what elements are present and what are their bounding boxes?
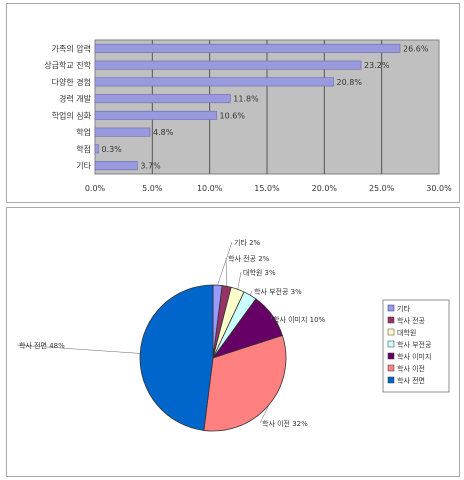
x-tick-label: 30.0% — [426, 184, 452, 193]
bar — [94, 43, 401, 53]
legend-label: 학사 전공 — [397, 316, 426, 325]
leader-line — [259, 404, 270, 424]
slice-label: 학사 이전 32% — [262, 419, 308, 428]
data-label: 0.3% — [101, 145, 122, 154]
y-category-label: 가족의 압력 — [52, 43, 91, 53]
pie-chart-panel: 기타 2% 학사 전공 2% 대학원 3% 학사 부전공 3% 학사 이미지 10% 학사… — [6, 207, 460, 477]
legend-label: 학사 부전공 — [397, 340, 432, 349]
legend-swatch — [387, 340, 395, 348]
y-category-label: 경력 개발 — [59, 94, 92, 104]
slice-label: 학사 부전공 3% — [254, 287, 302, 296]
data-label: 20.8% — [337, 78, 363, 87]
y-category-label: 기타 — [76, 162, 91, 171]
y-category-label: 다양한 경험 — [52, 77, 91, 87]
leader-line — [249, 290, 253, 296]
slice-label: 대학원 3% — [243, 268, 276, 277]
bar-chart-panel: 0.0% 5.0% 10.0% 15.0% 20.0% 25.0% 30.0% 가족의 압력 2… — [6, 3, 460, 203]
pie-chart: 기타 2% 학사 전공 2% 대학원 3% 학사 부전공 3% 학사 이미지 10% 학사… — [16, 238, 450, 432]
data-label: 10.6% — [220, 111, 246, 120]
bar — [94, 94, 231, 104]
y-category-label: 학점 — [76, 144, 91, 154]
bar — [94, 144, 99, 154]
bar — [94, 110, 217, 120]
bar — [94, 77, 334, 87]
y-category-label: 학업 — [76, 127, 91, 137]
legend-label: 대학원 — [397, 328, 416, 337]
x-tick-label: 25.0% — [369, 184, 395, 193]
leader-line — [225, 257, 227, 287]
legend-label: 기타 — [397, 304, 410, 313]
leader-line — [217, 241, 233, 286]
legend-swatch — [387, 328, 395, 336]
x-tick-label: 10.0% — [197, 184, 223, 193]
data-label: 26.6% — [403, 44, 429, 53]
legend-swatch — [387, 364, 395, 372]
x-tick-label: 5.0% — [142, 184, 163, 193]
y-category-label: 상급학교 진학 — [44, 60, 91, 70]
bar — [94, 161, 138, 171]
legend-swatch — [387, 376, 395, 384]
legend-swatch — [387, 304, 395, 312]
legend-swatch — [387, 316, 395, 324]
leader-line — [270, 315, 273, 320]
slice-label: 학사 이미지 10% — [273, 315, 326, 324]
bar — [94, 127, 151, 137]
data-label: 4.8% — [153, 128, 174, 137]
y-category-label: 학업의 심화 — [52, 110, 92, 120]
legend-swatch — [387, 352, 395, 360]
leader-line — [237, 271, 242, 290]
legend-label: 학사 전면 — [397, 376, 425, 385]
data-label: 3.7% — [140, 162, 161, 171]
bar-chart: 0.0% 5.0% 10.0% 15.0% 20.0% 25.0% 30.0% 가족의 압력 2… — [44, 39, 452, 193]
legend-label: 학사 이미지 — [397, 352, 431, 361]
pie-slice — [139, 284, 214, 431]
x-tick-label: 20.0% — [312, 184, 338, 193]
leader-line — [16, 344, 141, 354]
data-label: 23.2% — [364, 61, 390, 70]
slice-label: 기타 2% — [234, 238, 261, 247]
x-tick-label: 0.0% — [85, 184, 106, 193]
pie-slice — [203, 334, 287, 432]
x-tick-label: 15.0% — [254, 184, 280, 193]
bar — [94, 60, 362, 70]
legend-label: 학사 이전 — [397, 364, 425, 373]
slice-label: 학사 전공 2% — [228, 254, 270, 263]
slice-label: 학사 전면 48% — [19, 341, 65, 350]
data-label: 11.8% — [233, 95, 259, 104]
